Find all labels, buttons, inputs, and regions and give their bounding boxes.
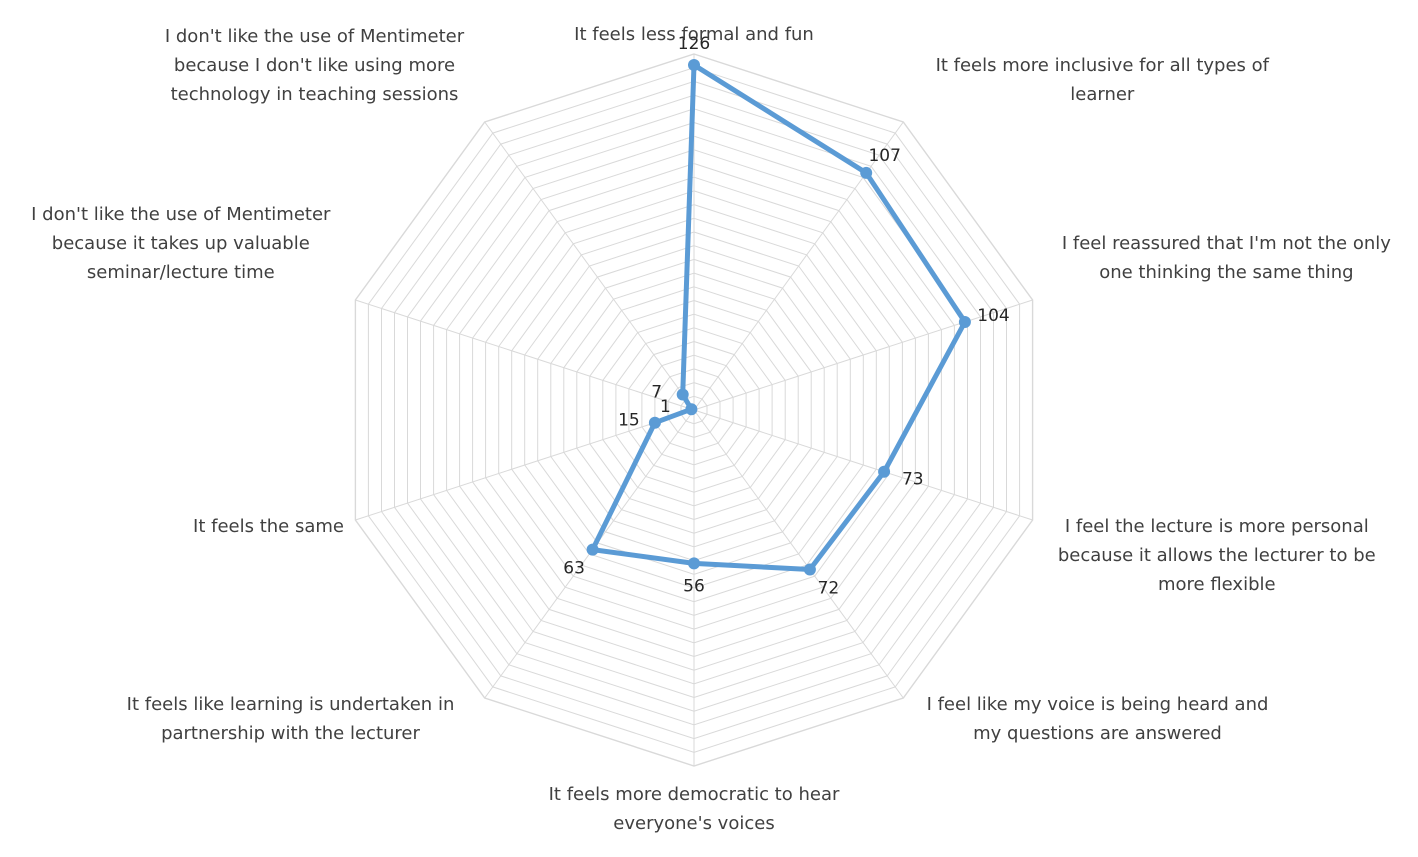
data-points — [586, 59, 971, 576]
data-point — [688, 557, 700, 570]
category-label-line: because it takes up valuable — [52, 233, 310, 254]
category-label: It feels more democratic to hear everyone… — [549, 784, 840, 834]
category-label: I don't like the use of Mentimeter becaus… — [165, 26, 465, 105]
data-point — [586, 543, 599, 556]
category-label: I feel like my voice is being heard and m… — [927, 694, 1269, 744]
data-label: 126 — [678, 34, 710, 54]
category-label-line: It feels more democratic to hear — [549, 784, 840, 805]
data-point — [676, 388, 689, 401]
category-label-line: I don't like the use of Mentimeter — [31, 204, 331, 225]
category-label-line: It feels more inclusive for all types of — [936, 55, 1270, 76]
data-label: 104 — [977, 306, 1009, 326]
category-label-line: I feel reassured that I'm not the only — [1062, 233, 1391, 254]
category-label-line: I feel like my voice is being heard and — [927, 694, 1269, 715]
category-label-line: one thinking the same thing — [1099, 262, 1353, 283]
data-point — [685, 403, 698, 416]
category-label: It feels the same — [193, 516, 344, 537]
category-label-line: because I don't like using more — [174, 55, 455, 76]
spoke — [484, 121, 695, 411]
spoke — [693, 409, 1033, 521]
category-label: I feel the lecture is more personal becau… — [1058, 516, 1376, 595]
category-label-line: It feels the same — [193, 516, 344, 537]
data-point — [860, 166, 873, 179]
category-label-line: technology in teaching sessions — [171, 84, 459, 105]
data-point — [648, 416, 661, 429]
category-label-line: more flexible — [1158, 574, 1276, 595]
data-label: 72 — [818, 578, 840, 598]
category-label-line: learner — [1070, 84, 1135, 105]
spoke — [355, 299, 695, 411]
category-label-line: I feel the lecture is more personal — [1065, 516, 1369, 537]
data-point — [688, 59, 700, 71]
category-label-line: partnership with the lecturer — [161, 723, 420, 744]
data-point — [803, 563, 816, 576]
category-label-line: I don't like the use of Mentimeter — [165, 26, 465, 47]
spoke — [693, 299, 1033, 411]
data-point — [878, 465, 891, 478]
category-label: It feels less formal and fun — [574, 24, 814, 45]
category-label: I feel reassured that I'm not the only on… — [1062, 233, 1391, 283]
series — [590, 62, 968, 572]
data-label: 63 — [563, 558, 585, 578]
data-label: 56 — [683, 576, 705, 596]
category-label-line: because it allows the lecturer to be — [1058, 545, 1376, 566]
data-label: 107 — [868, 146, 900, 166]
data-label: 1 — [660, 397, 671, 417]
data-label: 73 — [902, 470, 924, 490]
category-label-line: my questions are answered — [973, 723, 1222, 744]
spoke — [355, 409, 695, 521]
spoke — [693, 409, 904, 699]
data-labels: 126 107 104 73 72 56 63 15 17 — [563, 34, 1009, 598]
category-label-line: seminar/lecture time — [87, 262, 275, 283]
category-label: I don't like the use of Mentimeter becaus… — [31, 204, 331, 283]
data-label: 7 — [651, 383, 662, 403]
series-line — [590, 62, 968, 572]
category-label-line: It feels like learning is undertaken in — [127, 694, 455, 715]
data-label: 15 — [618, 411, 640, 431]
category-label-line: It feels less formal and fun — [574, 24, 814, 45]
category-label: It feels more inclusive for all types of… — [936, 55, 1270, 105]
category-label-line: everyone's voices — [613, 813, 774, 834]
category-labels: It feels less formal and fun It feels mor… — [31, 24, 1391, 834]
data-point — [958, 316, 971, 328]
category-label: It feels like learning is undertaken in p… — [127, 694, 455, 744]
